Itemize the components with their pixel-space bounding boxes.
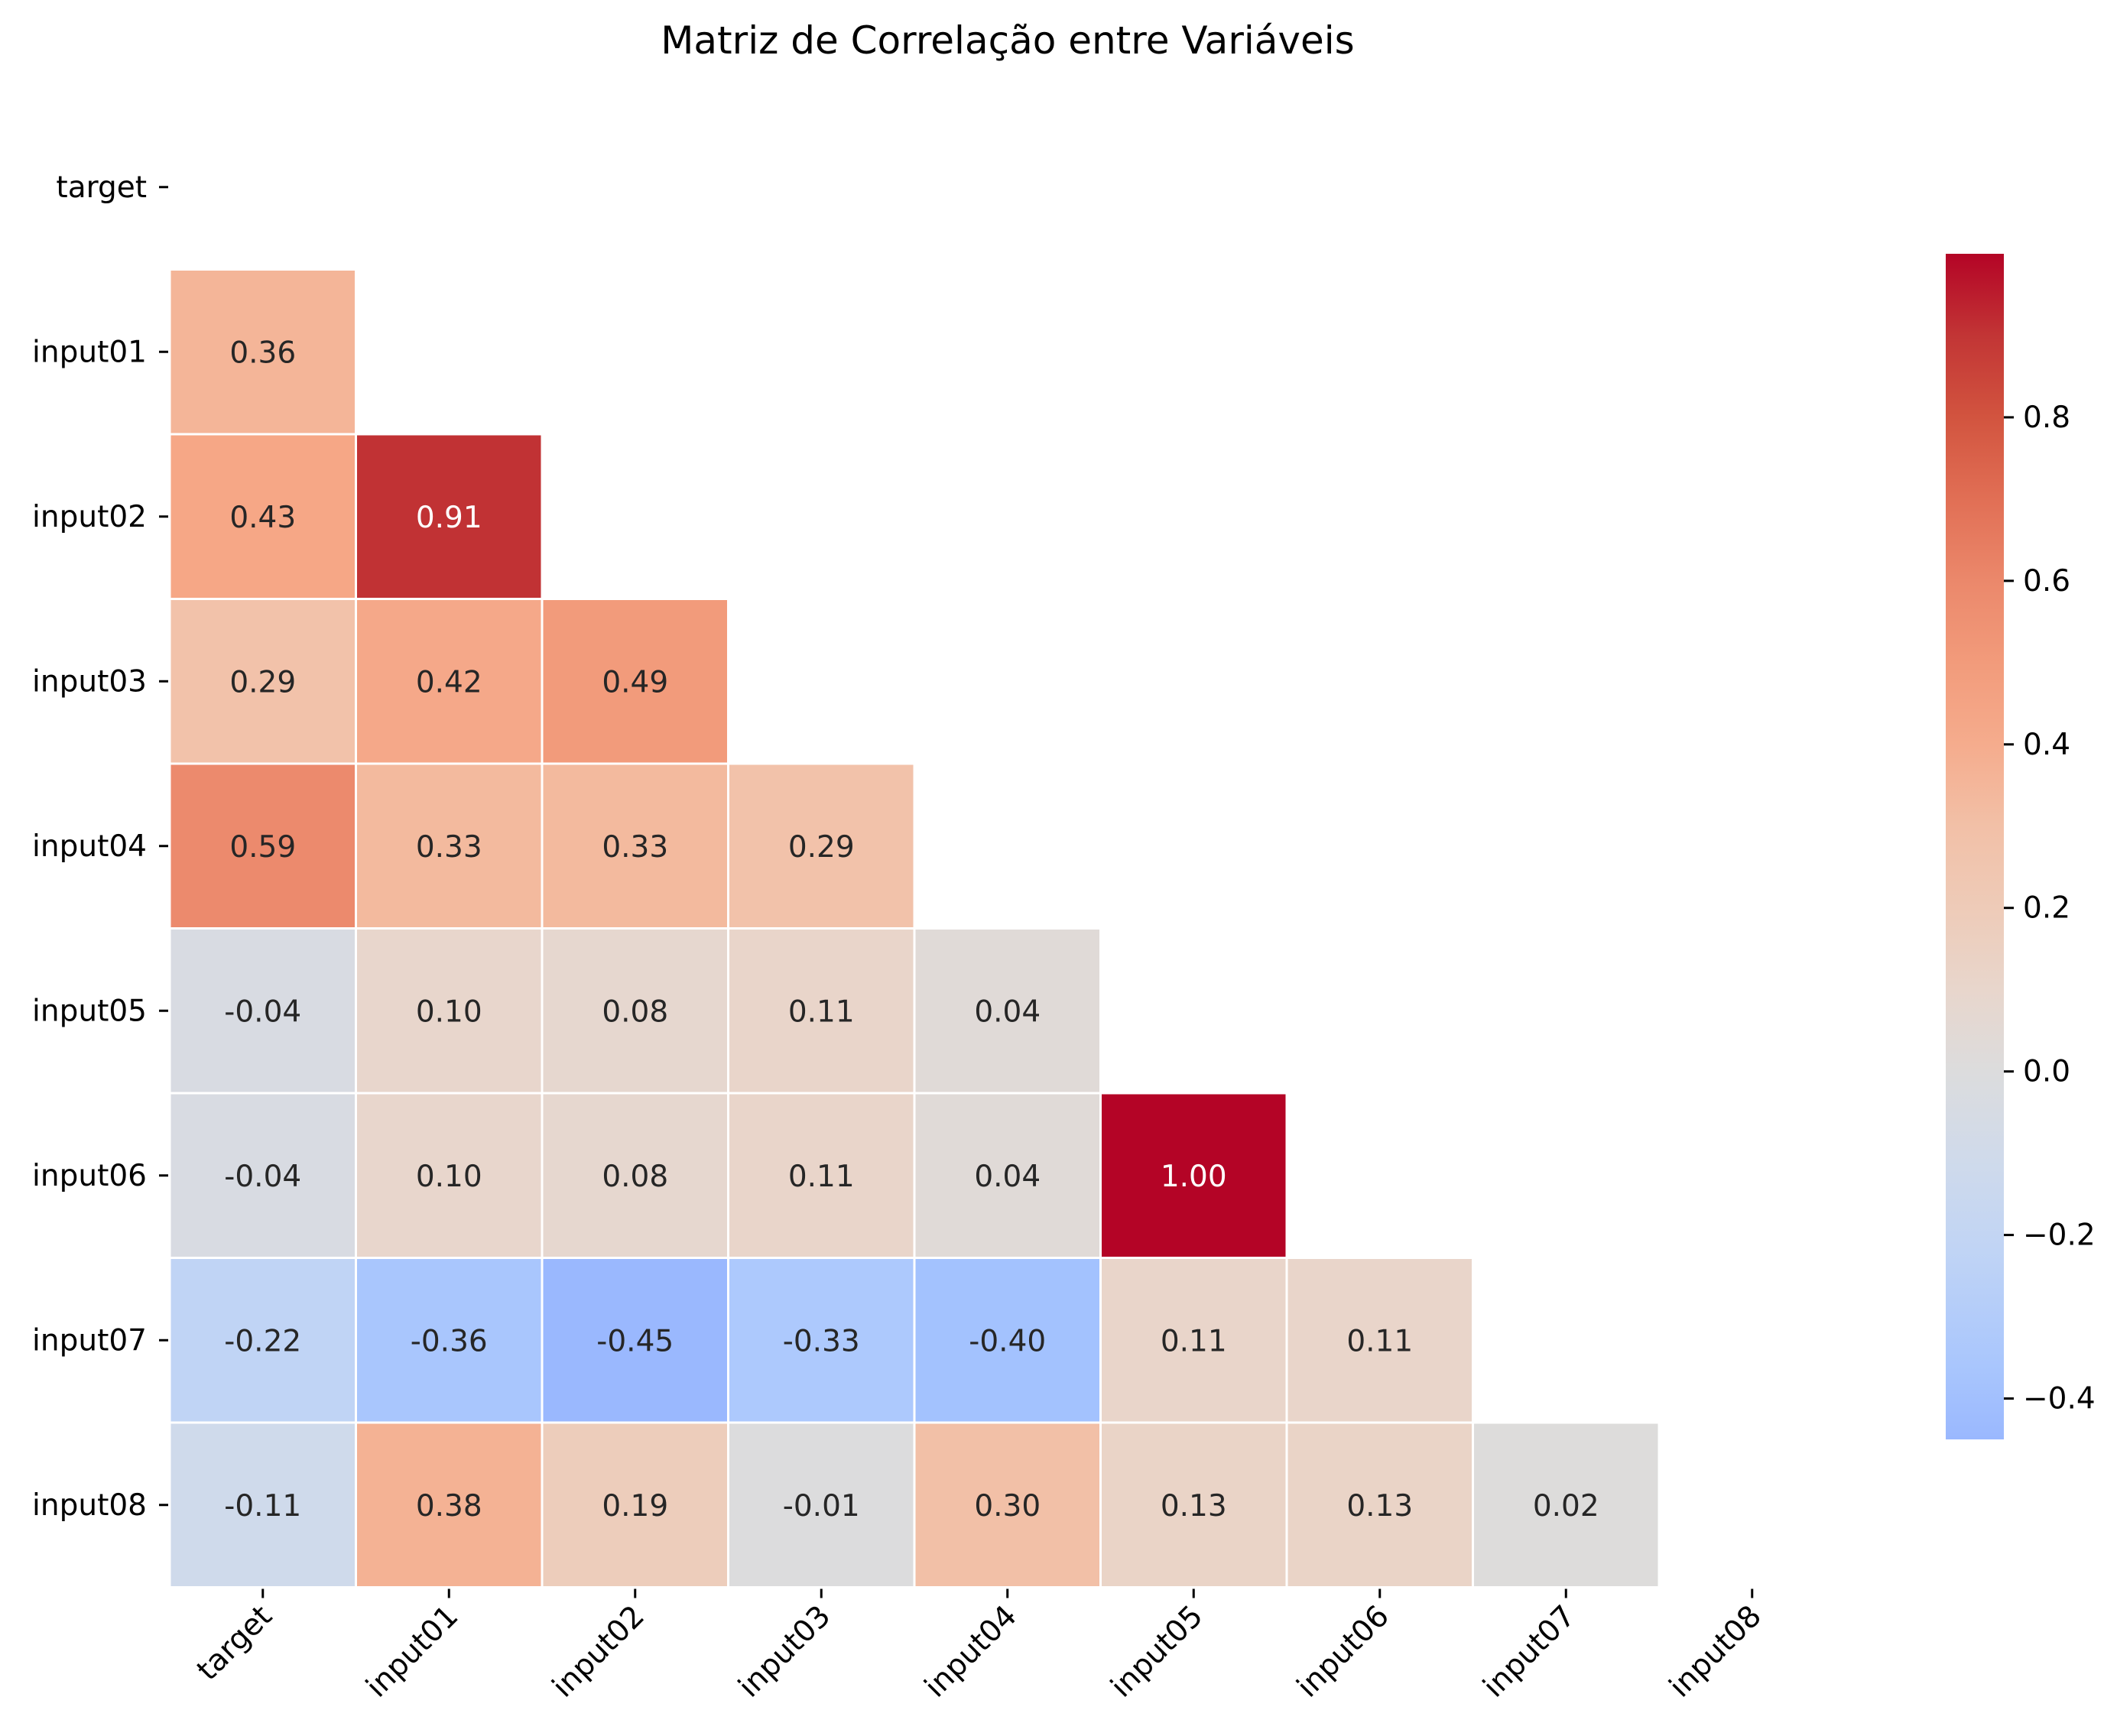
colorbar-tick-label: 0.8 xyxy=(2023,401,2070,435)
heatmap-cell xyxy=(727,1257,916,1424)
x-tick-label: input07 xyxy=(1476,1599,1582,1705)
heatmap-cell xyxy=(541,598,729,765)
colorbar: 0.8 0.6 0.4 0.2 0.0 −0.2 −0.4 xyxy=(1946,254,2096,1439)
cell-value-label: 0.59 xyxy=(229,830,296,865)
cell-value-label: 0.04 xyxy=(974,1160,1041,1194)
colorbar-tick-label: 0.6 xyxy=(2023,564,2070,599)
y-tick-label: input07 xyxy=(32,1323,147,1358)
heatmap-cell xyxy=(355,598,544,765)
y-axis: target input01 input02 input03 input04 input0… xyxy=(32,170,168,1523)
cell-value-label: 0.13 xyxy=(1346,1489,1413,1523)
heatmap-cell xyxy=(168,1421,357,1588)
heatmap-cell xyxy=(355,1092,544,1259)
heatmap-cell xyxy=(727,927,916,1095)
colorbar-tick-label: 0.2 xyxy=(2023,891,2070,926)
heatmap-cell xyxy=(727,1092,916,1259)
colorbar-ticks: 0.8 0.6 0.4 0.2 0.0 −0.2 −0.4 xyxy=(2004,401,2096,1416)
heatmap-cell xyxy=(913,927,1102,1095)
y-tick-label: input02 xyxy=(32,500,147,534)
x-tick-label: input02 xyxy=(546,1599,651,1705)
heatmap-cell xyxy=(168,1257,357,1424)
chart-title: Matriz de Correlação entre Variáveis xyxy=(661,18,1354,63)
cell-value-label: -0.01 xyxy=(783,1489,860,1523)
heatmap-cell xyxy=(1099,1092,1288,1259)
cell-value-label: 0.30 xyxy=(974,1489,1041,1523)
cell-value-label: 0.11 xyxy=(1346,1324,1413,1358)
heatmap-cells: 0.36 0.43 0.91 0.29 0.42 0.49 0.59 0.33 0.33 0.29… xyxy=(168,268,1661,1588)
cell-value-label: -0.40 xyxy=(969,1324,1046,1358)
cell-value-label: -0.36 xyxy=(411,1324,488,1358)
cell-value-label: 0.38 xyxy=(416,1489,482,1523)
cell-value-label: -0.04 xyxy=(224,995,301,1029)
x-tick-label: input01 xyxy=(359,1599,465,1705)
colorbar-tick-label: −0.4 xyxy=(2023,1382,2096,1416)
cell-value-label: 0.19 xyxy=(602,1489,668,1523)
cell-value-label: 0.29 xyxy=(788,830,855,865)
heatmap-cell xyxy=(355,927,544,1095)
cell-value-label: 0.08 xyxy=(602,995,668,1029)
heatmap-cell xyxy=(1472,1421,1661,1588)
heatmap-cell xyxy=(355,762,544,930)
cell-value-label: 1.00 xyxy=(1161,1160,1227,1194)
cell-value-label: 0.33 xyxy=(416,830,482,865)
heatmap-cell xyxy=(1285,1421,1474,1588)
x-tick-label: input04 xyxy=(918,1599,1024,1705)
y-tick-label: input01 xyxy=(32,335,147,369)
heatmap-cell xyxy=(727,762,916,930)
heatmap-cell xyxy=(355,1257,544,1424)
heatmap-cell xyxy=(541,927,729,1095)
colorbar-tick-label: −0.2 xyxy=(2023,1218,2096,1253)
y-tick-label: target xyxy=(56,170,147,205)
x-tick-label: input03 xyxy=(732,1599,837,1705)
x-axis: target input01 input02 input03 input04 input0… xyxy=(190,1588,1768,1705)
cell-value-label: 0.04 xyxy=(974,995,1041,1029)
y-tick-label: input03 xyxy=(32,664,147,699)
colorbar-gradient xyxy=(1946,254,2004,1439)
cell-value-label: 0.11 xyxy=(1161,1324,1227,1358)
x-tick-label: input05 xyxy=(1104,1599,1209,1705)
colorbar-tick-label: 0.0 xyxy=(2023,1055,2070,1089)
cell-value-label: 0.02 xyxy=(1533,1489,1599,1523)
cell-value-label: -0.11 xyxy=(224,1489,301,1523)
colorbar-tick-label: 0.4 xyxy=(2023,728,2070,762)
cell-value-label: 0.43 xyxy=(229,501,296,535)
cell-value-label: -0.22 xyxy=(224,1324,301,1358)
heatmap-cell xyxy=(1099,1421,1288,1588)
heatmap-cell xyxy=(168,598,357,765)
heatmap-cell xyxy=(913,1092,1102,1259)
heatmap-cell xyxy=(168,268,357,436)
cell-value-label: 0.29 xyxy=(229,665,296,699)
heatmap-cell xyxy=(1285,1257,1474,1424)
cell-value-label: 0.13 xyxy=(1161,1489,1227,1523)
y-tick-label: input04 xyxy=(32,829,147,864)
heatmap-cell xyxy=(541,1092,729,1259)
cell-value-label: 0.11 xyxy=(788,995,855,1029)
heatmap-cell xyxy=(168,433,357,600)
cell-value-label: 0.11 xyxy=(788,1160,855,1194)
cell-value-label: 0.42 xyxy=(416,665,482,699)
cell-value-label: -0.33 xyxy=(783,1324,860,1358)
x-tick-label: input06 xyxy=(1291,1599,1396,1705)
cell-value-label: 0.08 xyxy=(602,1160,668,1194)
heatmap-cell xyxy=(541,1421,729,1588)
cell-value-label: 0.33 xyxy=(602,830,668,865)
x-tick-label: input08 xyxy=(1663,1599,1768,1705)
y-tick-label: input08 xyxy=(32,1488,147,1523)
cell-value-label: -0.04 xyxy=(224,1160,301,1194)
heatmap-cell xyxy=(355,433,544,600)
cell-value-label: 0.10 xyxy=(416,995,482,1029)
x-tick-label: target xyxy=(190,1599,279,1688)
heatmap-cell xyxy=(1099,1257,1288,1424)
y-tick-label: input05 xyxy=(32,994,147,1028)
cell-value-label: -0.45 xyxy=(596,1324,674,1358)
cell-value-label: 0.10 xyxy=(416,1160,482,1194)
y-tick-label: input06 xyxy=(32,1159,147,1193)
cell-value-label: 0.36 xyxy=(229,336,296,370)
heatmap-cell xyxy=(168,1092,357,1259)
cell-value-label: 0.91 xyxy=(416,501,482,535)
cell-value-label: 0.49 xyxy=(602,665,668,699)
